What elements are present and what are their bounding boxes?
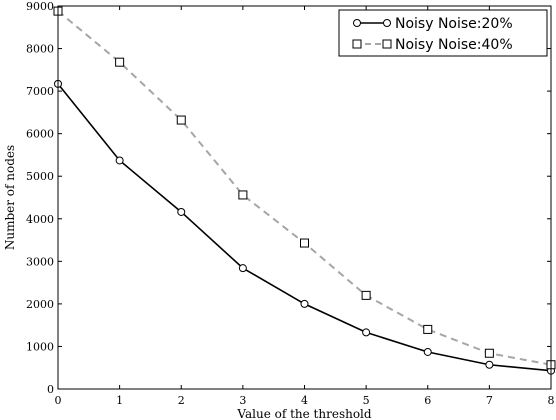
legend: Noisy Noise:20% Noisy Noise:40% (338, 9, 548, 57)
square-marker (352, 39, 362, 49)
circle-marker (383, 19, 391, 27)
square-marker (115, 57, 125, 67)
series-2 (53, 6, 556, 370)
y-tick-label: 0 (47, 383, 54, 396)
x-tick-label: 5 (363, 394, 370, 407)
square-marker (361, 290, 371, 300)
x-tick-label: 7 (486, 394, 493, 407)
legend-item: Noisy Noise:20% (353, 16, 513, 32)
square-marker (484, 348, 494, 358)
series-layer (53, 6, 556, 375)
x-tick-label: 1 (116, 394, 123, 407)
y-tick-label: 6000 (26, 128, 54, 141)
x-tick-label: 8 (548, 394, 555, 407)
square-marker (176, 115, 186, 125)
ticks-layer: 0 1 2 3 4 5 6 7 8 0 1000 2000 3000 4000 5000 6000 7000 80… (26, 0, 555, 407)
x-axis-label: Value of the threshold (236, 407, 371, 420)
x-tick-label: 3 (239, 394, 246, 407)
circle-marker (238, 264, 247, 273)
circle-marker (300, 299, 309, 308)
legend-label: Noisy Noise:40% (395, 37, 513, 53)
x-tick-label: 0 (55, 394, 62, 407)
x-tick-label: 6 (424, 394, 431, 407)
circle-marker (177, 207, 186, 216)
y-tick-label: 5000 (26, 170, 54, 183)
y-tick-label: 1000 (26, 340, 54, 353)
y-tick-label: 9000 (26, 0, 54, 13)
legend-item: Noisy Noise:40% (352, 37, 513, 53)
square-marker (238, 190, 248, 200)
y-tick-label: 2000 (26, 298, 54, 311)
legend-items: Noisy Noise:20% Noisy Noise:40% (352, 16, 513, 53)
circle-marker (353, 19, 361, 27)
square-marker (423, 324, 433, 334)
circle-marker (485, 360, 494, 369)
x-tick-label: 2 (178, 394, 185, 407)
y-tick-label: 3000 (26, 255, 54, 268)
series-1 (54, 79, 555, 375)
x-tick-label: 4 (301, 394, 308, 407)
legend-label: Noisy Noise:20% (395, 16, 513, 32)
square-marker (382, 39, 392, 49)
y-tick-label: 4000 (26, 213, 54, 226)
circle-marker (115, 156, 124, 165)
circle-marker (362, 328, 371, 337)
series-line (57, 10, 552, 366)
series-line (57, 83, 552, 372)
y-tick-label: 7000 (26, 85, 54, 98)
legend-box (338, 9, 548, 57)
circle-marker (423, 347, 432, 356)
plot-frame (57, 5, 552, 390)
y-tick-label: 8000 (26, 43, 54, 56)
square-marker (300, 238, 309, 248)
y-axis-label: Number of nodes (3, 145, 17, 250)
